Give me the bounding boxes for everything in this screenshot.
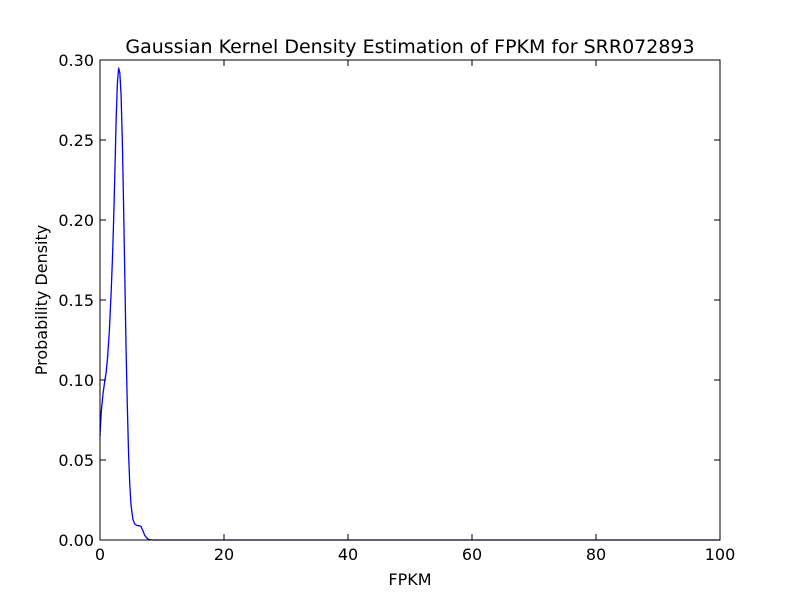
x-axis-label: FPKM [388,570,431,589]
y-tick-label: 0.20 [58,211,94,230]
x-tick-label: 20 [214,545,234,564]
x-tick-label: 60 [462,545,482,564]
y-tick-label: 0.00 [58,531,94,550]
series-line-0 [99,67,720,541]
y-tick-label: 0.15 [58,291,94,310]
plot-frame [99,59,721,541]
y-axis-label: Probability Density [32,225,51,376]
chart-title: Gaussian Kernel Density Estimation of FP… [125,36,694,58]
y-tick-label: 0.25 [58,131,94,150]
x-tick-label: 40 [338,545,358,564]
y-tick-label: 0.05 [58,451,94,470]
y-tick-label: 0.10 [58,371,94,390]
x-tick-label: 0 [95,545,105,564]
plot-area: 0 20 40 60 80 100 0.00 0.05 0.10 0.15 0.20 0.25 0.30 [58,51,735,564]
x-tick-label: 80 [586,545,606,564]
y-tick-label: 0.30 [58,51,94,70]
x-tick-label: 100 [705,545,736,564]
